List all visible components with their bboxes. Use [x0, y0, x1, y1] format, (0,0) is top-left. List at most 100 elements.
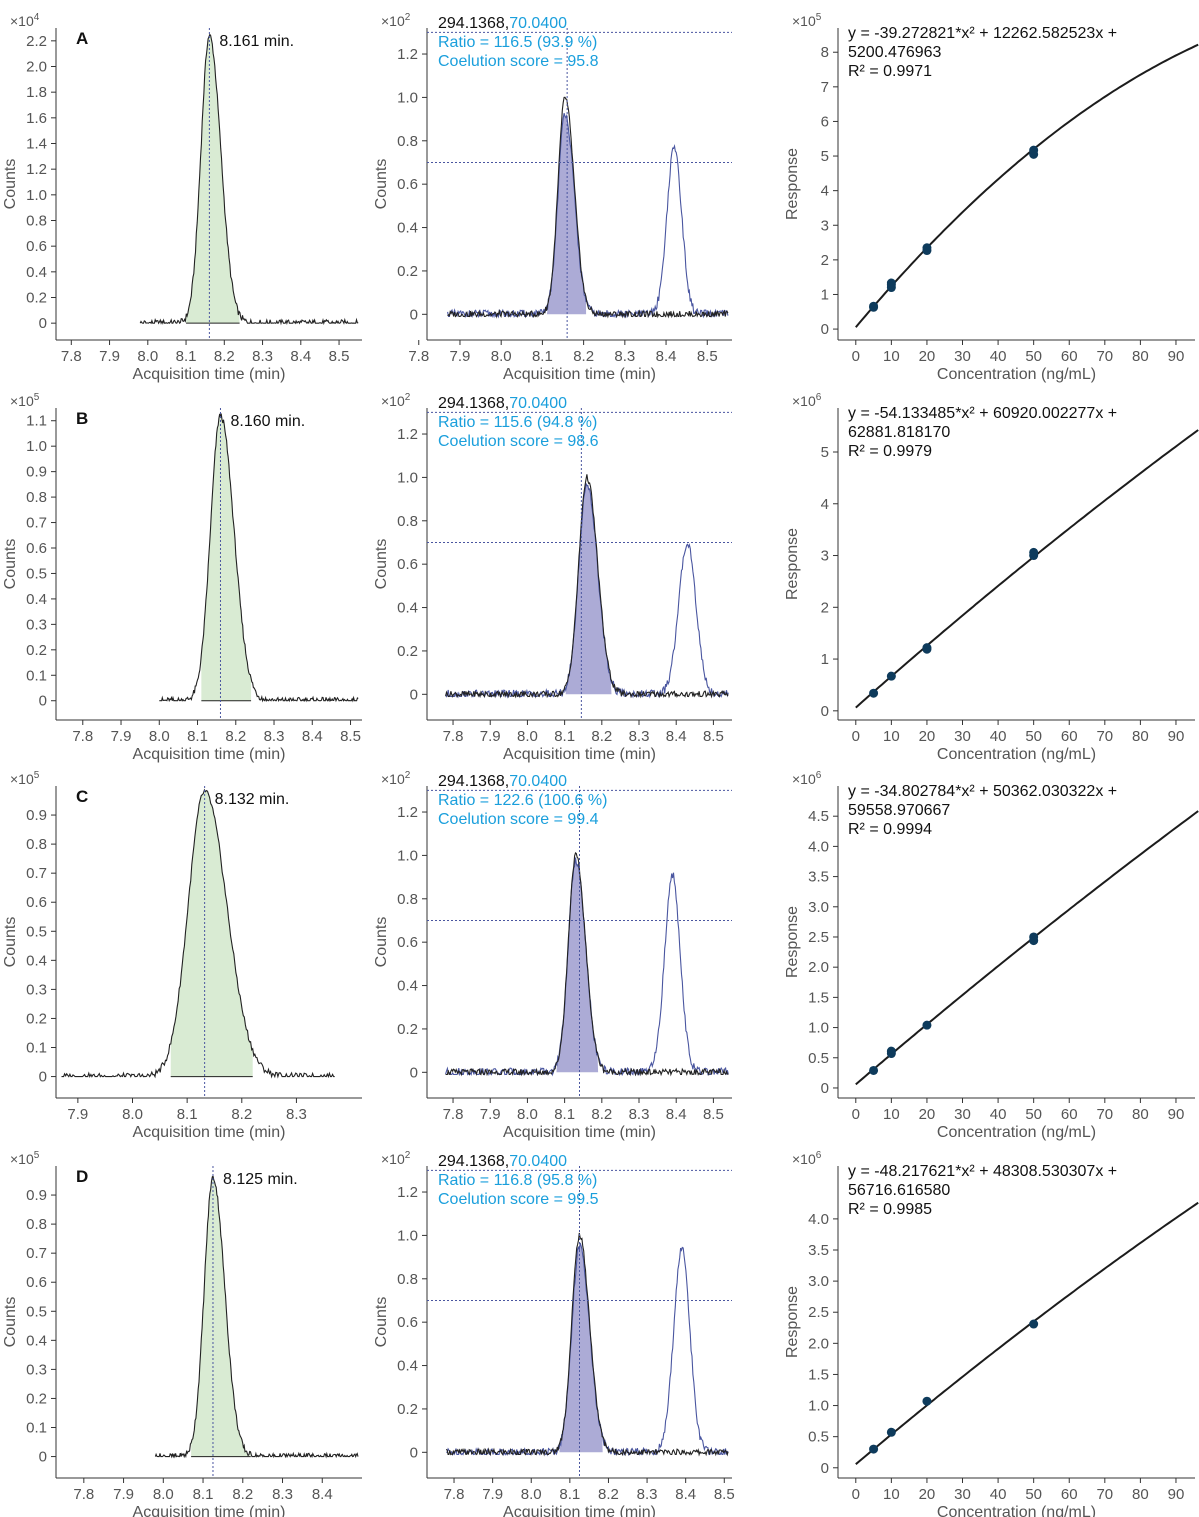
y-tick-label: 0: [821, 703, 829, 720]
x-tick-label: 90: [1168, 1106, 1185, 1123]
x-tick-label: 7.8: [444, 1486, 465, 1503]
x-tick-label: 8.5: [703, 1106, 724, 1123]
y-tick-label: 0.3: [26, 616, 47, 633]
x-tick-label: 7.8: [72, 728, 93, 745]
calibration-point: [886, 278, 896, 288]
y-tick-label: 1.2: [397, 1184, 418, 1201]
x-tick-label: 8.0: [149, 728, 170, 745]
calibration-point: [886, 671, 896, 681]
y-tick-label: 0: [39, 1449, 47, 1466]
y-tick-label: 0.6: [397, 556, 418, 573]
y-tick-label: 0.2: [397, 263, 418, 280]
axis-multiplier-exponent: 4: [34, 12, 40, 23]
x-tick-label: 90: [1168, 348, 1185, 365]
y-tick-label: 2.0: [26, 59, 47, 76]
x-tick-label: 70: [1096, 728, 1113, 745]
x-tick-label: 80: [1132, 1486, 1149, 1503]
x-tick-label: 7.8: [73, 1486, 94, 1503]
x-tick-label: 10: [883, 1106, 900, 1123]
coelution-label: Coelution score = 98.6: [438, 433, 599, 450]
panel-letter: C: [76, 787, 88, 806]
y-tick-label: 3.0: [808, 1273, 829, 1290]
y-tick-label: 2.0: [808, 959, 829, 976]
y-tick-label: 0.8: [397, 513, 418, 530]
panel-c-calibration-chart: 0 0.5 1.0 1.5 2.0 2.5 3.0 3.5 4.0 4.5 0 10 20 30 40 50 6…: [784, 770, 1199, 1141]
x-tick-label: 30: [954, 348, 971, 365]
ion-label: 294.1368,70.0400: [438, 773, 567, 790]
x-tick-label: 10: [883, 1486, 900, 1503]
x-tick-label: 8.5: [714, 1486, 735, 1503]
y-tick-label: 0: [821, 321, 829, 338]
x-tick-label: 90: [1168, 1486, 1185, 1503]
y-tick-label: 0: [410, 686, 418, 703]
y-tick-label: 1.5: [808, 1366, 829, 1383]
y-tick-label: 0.1: [26, 1040, 47, 1057]
ion-label: 294.1368,70.0400: [438, 395, 567, 412]
y-tick-label: 1.0: [397, 847, 418, 864]
y-tick-label: 0: [39, 693, 47, 710]
y-tick-label: 0: [39, 1069, 47, 1086]
x-tick-label: 90: [1168, 728, 1185, 745]
y-tick-label: 0.4: [26, 591, 47, 608]
x-tick-label: 8.0: [517, 1106, 538, 1123]
y-tick-label: 0.5: [808, 1429, 829, 1446]
target-trace: [445, 474, 729, 699]
axis-multiplier-base: ×10: [792, 771, 816, 787]
y-tick-label: 2.5: [808, 1304, 829, 1321]
x-tick-label: 8.3: [614, 348, 635, 365]
panel-b-quantifier-chart: 0 0.1 0.2 0.3 0.4 0.5 0.6 0.7 0.8 0.9 1.0 1.1 7.8 7.9…: [2, 392, 362, 763]
qualifier-trace: [445, 483, 729, 699]
fit-equation-line1: y = -54.133485*x² + 60920.002277x +: [848, 405, 1117, 422]
x-tick-label: 0: [852, 348, 860, 365]
axis-multiplier: ×105: [792, 12, 822, 29]
axis-multiplier-base: ×10: [10, 393, 34, 409]
x-tick-label: 8.4: [290, 348, 311, 365]
y-tick-label: 0.4: [26, 264, 47, 281]
x-tick-label: 8.3: [272, 1486, 293, 1503]
y-axis-title: Response: [784, 148, 801, 220]
y-tick-label: 7: [821, 79, 829, 96]
axis-multiplier-exponent: 5: [34, 392, 40, 403]
axis-multiplier-base: ×10: [381, 1151, 405, 1167]
x-tick-label: 8.5: [340, 728, 361, 745]
y-tick-label: 3.5: [808, 1242, 829, 1259]
x-tick-label: 8.5: [703, 728, 724, 745]
fit-equation-line1: y = -39.272821*x² + 12262.582523x +: [848, 25, 1117, 42]
x-tick-label: 8.0: [153, 1486, 174, 1503]
axis-multiplier-exponent: 5: [34, 770, 40, 781]
y-tick-label: 1.0: [26, 187, 47, 204]
x-tick-label: 8.4: [666, 728, 687, 745]
x-axis-title: Acquisition time (min): [503, 366, 656, 383]
y-tick-label: 0.5: [808, 1050, 829, 1067]
y-tick-label: 1.8: [26, 84, 47, 101]
y-tick-label: 3.5: [808, 869, 829, 886]
y-tick-label: 3: [821, 217, 829, 234]
y-tick-label: 0.7: [26, 515, 47, 532]
quantifier-trace: [139, 33, 359, 326]
panel-b-qualifier-chart: 0 0.2 0.4 0.6 0.8 1.0 1.2 7.8 7.9 8.0 8.1 8.2 8.3 8.4…: [373, 392, 732, 763]
y-tick-label: 5: [821, 148, 829, 165]
x-tick-label: 7.9: [111, 728, 132, 745]
qualifier-peak-fill: [546, 113, 587, 315]
x-tick-label: 70: [1096, 1486, 1113, 1503]
y-tick-label: 2.5: [808, 929, 829, 946]
y-tick-label: 0.4: [26, 1332, 47, 1349]
y-tick-label: 0: [821, 1080, 829, 1097]
qualifier-peak-fill: [565, 483, 612, 695]
y-axis-title: Counts: [373, 1297, 390, 1348]
panel-letter: B: [76, 409, 88, 428]
y-axis-title: Counts: [2, 917, 19, 968]
y-tick-label: 5: [821, 444, 829, 461]
x-tick-label: 8.1: [177, 1106, 198, 1123]
y-tick-label: 1.0: [397, 469, 418, 486]
axis-multiplier-exponent: 6: [816, 770, 822, 781]
x-tick-label: 10: [883, 728, 900, 745]
x-axis-title: Acquisition time (min): [133, 1124, 286, 1141]
axis-multiplier-base: ×10: [381, 771, 405, 787]
axis-multiplier-base: ×10: [792, 393, 816, 409]
y-tick-label: 1.5: [808, 989, 829, 1006]
x-axis-title: Acquisition time (min): [503, 1124, 656, 1141]
y-tick-label: 1: [821, 651, 829, 668]
y-tick-label: 2.0: [808, 1335, 829, 1352]
y-tick-label: 0.2: [26, 1390, 47, 1407]
